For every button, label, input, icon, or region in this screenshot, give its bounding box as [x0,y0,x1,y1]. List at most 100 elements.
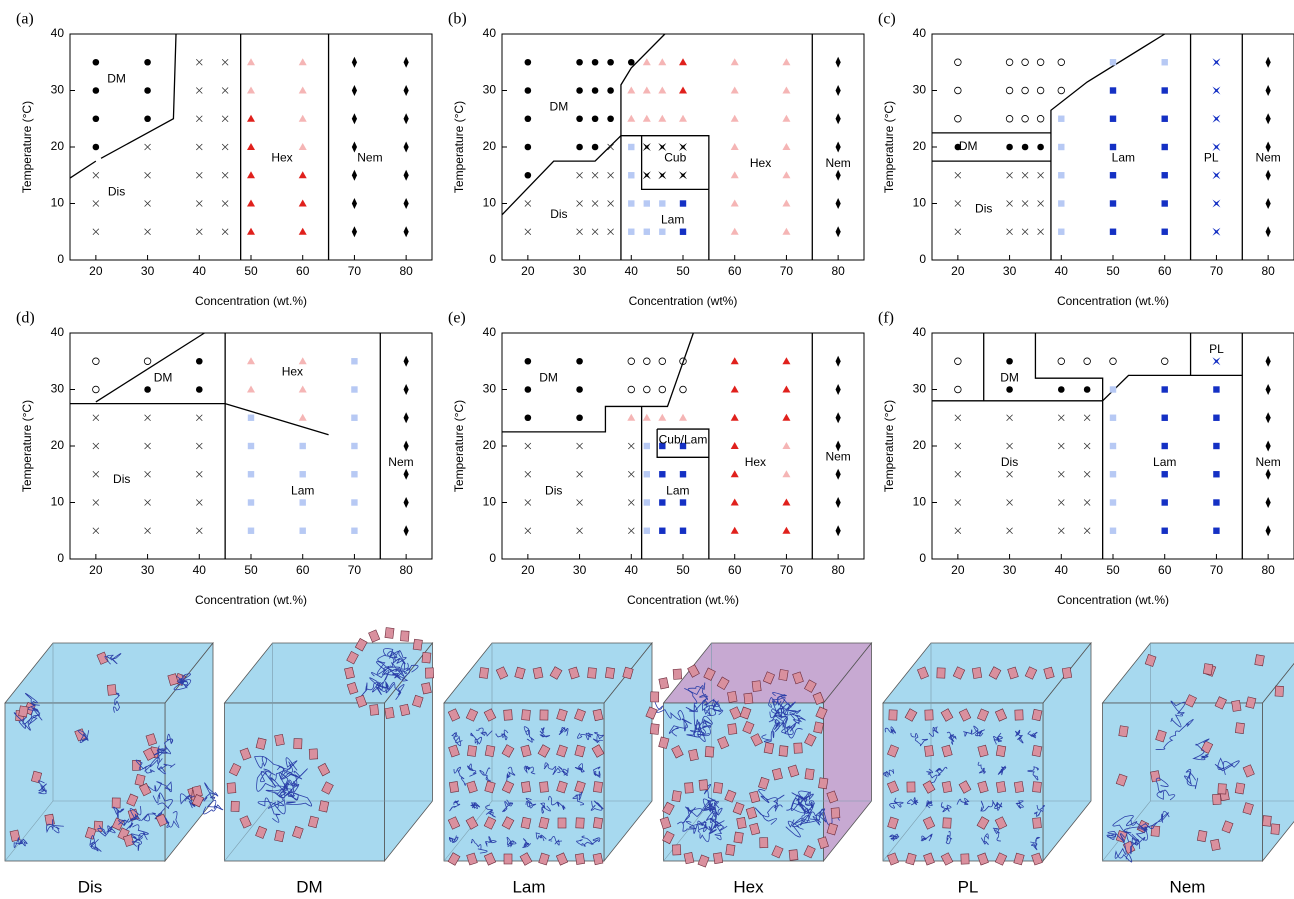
marker [524,171,532,179]
y-tick-label: 10 [51,495,65,509]
marker [524,386,532,393]
marker [221,58,229,66]
marker [954,357,962,365]
marker [1161,414,1168,421]
marker [351,471,358,478]
marker [1057,58,1065,66]
marker [247,143,255,150]
molecule [293,738,303,750]
region-label: DM [107,71,126,85]
marker [1058,470,1065,478]
molecule [1242,764,1255,778]
marker [351,386,358,393]
marker [403,525,409,537]
molecule [111,817,125,831]
polymer-coil [548,836,563,846]
x-tick-label: 60 [1158,264,1172,278]
marker [730,442,739,449]
marker [835,440,841,452]
y-tick-label: 30 [51,83,65,97]
molecule [1115,773,1128,787]
x-tick-label: 40 [625,563,639,577]
polymer-coil [152,792,173,809]
phase-diagram: (d) 20 30 40 50 60 70 80 0 10 20 30 40 Concentration … [16,310,433,607]
molecule [520,816,532,830]
polymer-coil [485,804,496,818]
polymer-coil [265,784,300,800]
x-tick-label: 40 [1055,264,1069,278]
marker [782,199,791,207]
marker [1058,414,1065,422]
marker [835,169,841,181]
marker [298,385,307,393]
marker [403,113,409,125]
molecule [683,852,695,865]
marker [1213,527,1220,534]
molecule [1217,783,1227,795]
polymer-coil [713,820,728,841]
marker [627,413,636,421]
molecule [514,666,526,680]
molecule [519,852,533,866]
marker [196,200,203,207]
molecule [662,830,675,845]
molecule [649,723,660,735]
marker [524,499,532,506]
polymer-coil [994,801,1003,811]
molecule [9,829,21,842]
polymer-coil [104,653,122,665]
region-label: PL [1204,150,1219,164]
molecule [958,780,972,794]
polymer-coil [270,777,289,815]
polymer-coil [963,729,980,737]
marker [835,355,841,367]
marker [196,87,203,94]
x-tick-label: 20 [951,264,965,278]
polymer-coil [77,729,90,743]
molecule [1214,696,1227,710]
marker [679,143,687,151]
region-label: DM [539,370,558,384]
molecule [729,706,742,720]
marker [1058,200,1065,207]
marker [196,470,203,478]
illustration-label: DM [296,877,322,896]
molecule [1032,781,1042,793]
illustration-label: PL [958,877,979,896]
molecule [521,781,531,793]
molecule [587,667,597,679]
region-label: DM [959,139,978,153]
polymer-coil [977,761,986,775]
molecule [321,781,334,795]
polymer-coil [202,799,224,815]
marker [1109,386,1117,393]
polymer-coil [754,804,783,825]
marker [628,527,635,535]
polymer-coil [1184,768,1199,790]
x-tick-label: 40 [1055,563,1069,577]
marker [92,228,100,236]
molecule [958,708,972,722]
polymer-coil [1034,804,1045,817]
marker [1006,414,1013,422]
marker [247,527,255,534]
molecule [650,691,660,703]
molecule [658,736,670,749]
phase-boundary [1034,333,1104,401]
marker [782,498,791,506]
polymer-coil [574,763,585,773]
polymer-coil [1106,830,1125,843]
x-tick-label: 60 [296,563,310,577]
marker [835,226,841,238]
x-axis-label: Concentration (wt.%) [1057,593,1169,607]
marker [591,228,599,236]
polymer-coil [590,800,604,811]
molecule [466,780,478,794]
polymer-coil [779,700,797,729]
x-tick-label: 70 [780,563,794,577]
molecule [923,852,935,866]
marker [1058,442,1065,450]
marker [1083,527,1091,535]
marker [221,115,229,123]
marker [1083,499,1091,506]
